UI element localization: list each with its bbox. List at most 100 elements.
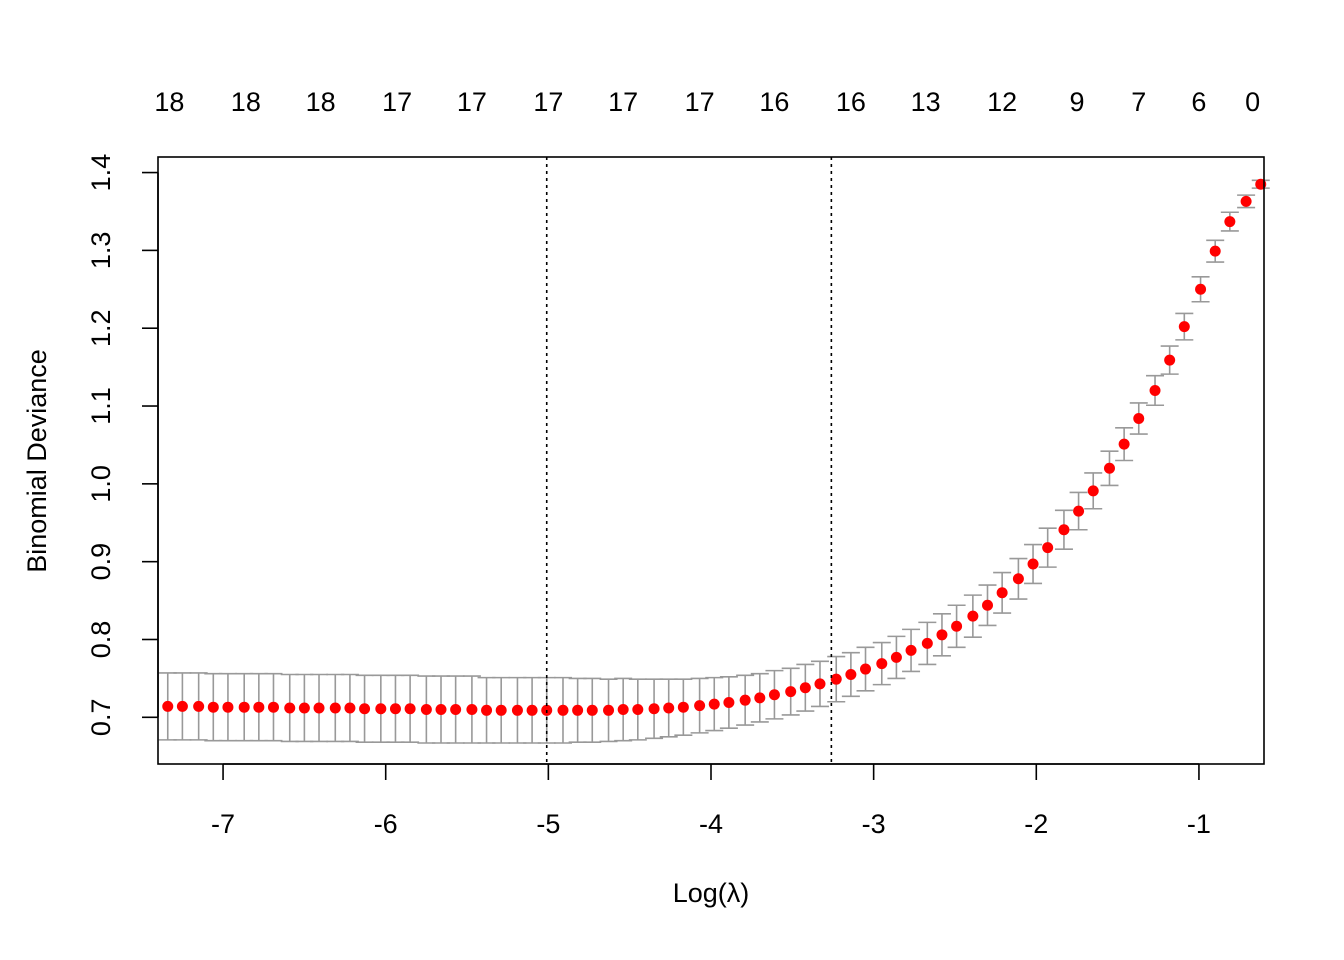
data-point (176, 700, 188, 712)
data-point (1087, 485, 1099, 497)
data-point (1118, 438, 1130, 450)
data-point (572, 704, 584, 716)
data-point (481, 704, 493, 716)
x-tick-label: -1 (1187, 809, 1211, 839)
top-count-label: 9 (1069, 87, 1084, 117)
data-point (951, 620, 963, 632)
data-point (1178, 321, 1190, 333)
y-tick-label: 1.2 (86, 309, 116, 347)
data-point (890, 651, 902, 663)
x-axis-title: Log(λ) (673, 878, 750, 908)
top-count-label: 16 (759, 87, 789, 117)
data-point (344, 702, 356, 714)
data-point (359, 703, 371, 715)
top-count-label: 12 (987, 87, 1017, 117)
data-point (603, 704, 615, 716)
data-point (996, 587, 1008, 599)
top-count-label: 17 (685, 87, 715, 117)
data-point (830, 673, 842, 685)
data-point (1027, 558, 1039, 570)
data-point (967, 610, 979, 622)
data-point (1240, 195, 1252, 207)
data-point (313, 702, 325, 714)
top-axis-nonzero-counts: 18 18 18 17 17 17 17 17 16 16 13 12 9 7 6 0 (154, 87, 1260, 117)
data-point (1073, 505, 1085, 517)
top-count-label: 17 (608, 87, 638, 117)
data-point (1012, 573, 1024, 585)
data-point (905, 644, 917, 656)
data-point (1224, 216, 1236, 228)
data-point (207, 701, 219, 713)
reference-lines (545, 157, 833, 764)
top-count-label: 7 (1131, 87, 1146, 117)
top-count-label: 18 (306, 87, 336, 117)
top-count-label: 17 (457, 87, 487, 117)
data-point (708, 698, 720, 710)
data-point (936, 629, 948, 641)
y-tick-label: 0.9 (86, 543, 116, 581)
data-point (617, 704, 629, 716)
data-point (298, 702, 310, 714)
data-point (222, 701, 234, 713)
top-count-label: 17 (382, 87, 412, 117)
top-count-label: 0 (1245, 87, 1260, 117)
x-tick-label: -7 (211, 809, 235, 839)
y-tick-label: 1.4 (86, 154, 116, 192)
data-point (785, 686, 797, 698)
data-point (253, 701, 265, 713)
x-tick-label: -2 (1024, 809, 1048, 839)
top-count-label: 18 (231, 87, 261, 117)
data-point (435, 704, 447, 716)
data-point (1042, 542, 1054, 554)
y-axis: 0.7 0.8 0.9 1.0 1.1 1.2 1.3 1.4 (86, 154, 159, 737)
data-point (768, 689, 780, 701)
data-point (1209, 245, 1221, 257)
data-point (557, 704, 569, 716)
data-point (723, 697, 735, 709)
data-point (694, 700, 706, 712)
data-point (267, 701, 279, 713)
y-tick-label: 0.8 (86, 621, 116, 659)
y-tick-label: 0.7 (86, 699, 116, 737)
x-axis: -7 -6 -5 -4 -3 -2 -1 (211, 763, 1211, 839)
data-point (921, 637, 933, 649)
error-bars (158, 179, 1270, 744)
data-point (1149, 384, 1161, 396)
data-point (1103, 462, 1115, 474)
top-count-label: 13 (911, 87, 941, 117)
y-tick-label: 1.1 (86, 387, 116, 425)
x-tick-label: -3 (862, 809, 886, 839)
data-point (754, 692, 766, 704)
data-point (495, 704, 507, 716)
data-point (1164, 354, 1176, 366)
data-point (375, 703, 387, 715)
data-point (526, 704, 538, 716)
data-point (511, 704, 523, 716)
data-point (876, 658, 888, 670)
y-tick-label: 1.0 (86, 465, 116, 503)
data-point (389, 703, 401, 715)
data-point (404, 703, 416, 715)
x-tick-label: -4 (699, 809, 723, 839)
data-point (466, 704, 478, 716)
data-point (845, 669, 857, 681)
data-point (586, 704, 598, 716)
y-tick-label: 1.3 (86, 232, 116, 270)
data-points (162, 178, 1267, 716)
data-point (238, 701, 250, 713)
top-count-label: 18 (154, 87, 184, 117)
top-count-label: 17 (533, 87, 563, 117)
data-point (193, 700, 205, 712)
y-axis-title: Binomial Deviance (22, 349, 52, 573)
data-point (982, 599, 993, 611)
data-point (799, 682, 811, 694)
data-point (860, 663, 872, 675)
data-point (1195, 283, 1207, 295)
plot-frame (157, 156, 1265, 765)
top-count-label: 6 (1191, 87, 1206, 117)
data-point (814, 678, 826, 690)
data-point (739, 694, 751, 706)
data-point (284, 702, 296, 714)
data-point (450, 704, 462, 716)
